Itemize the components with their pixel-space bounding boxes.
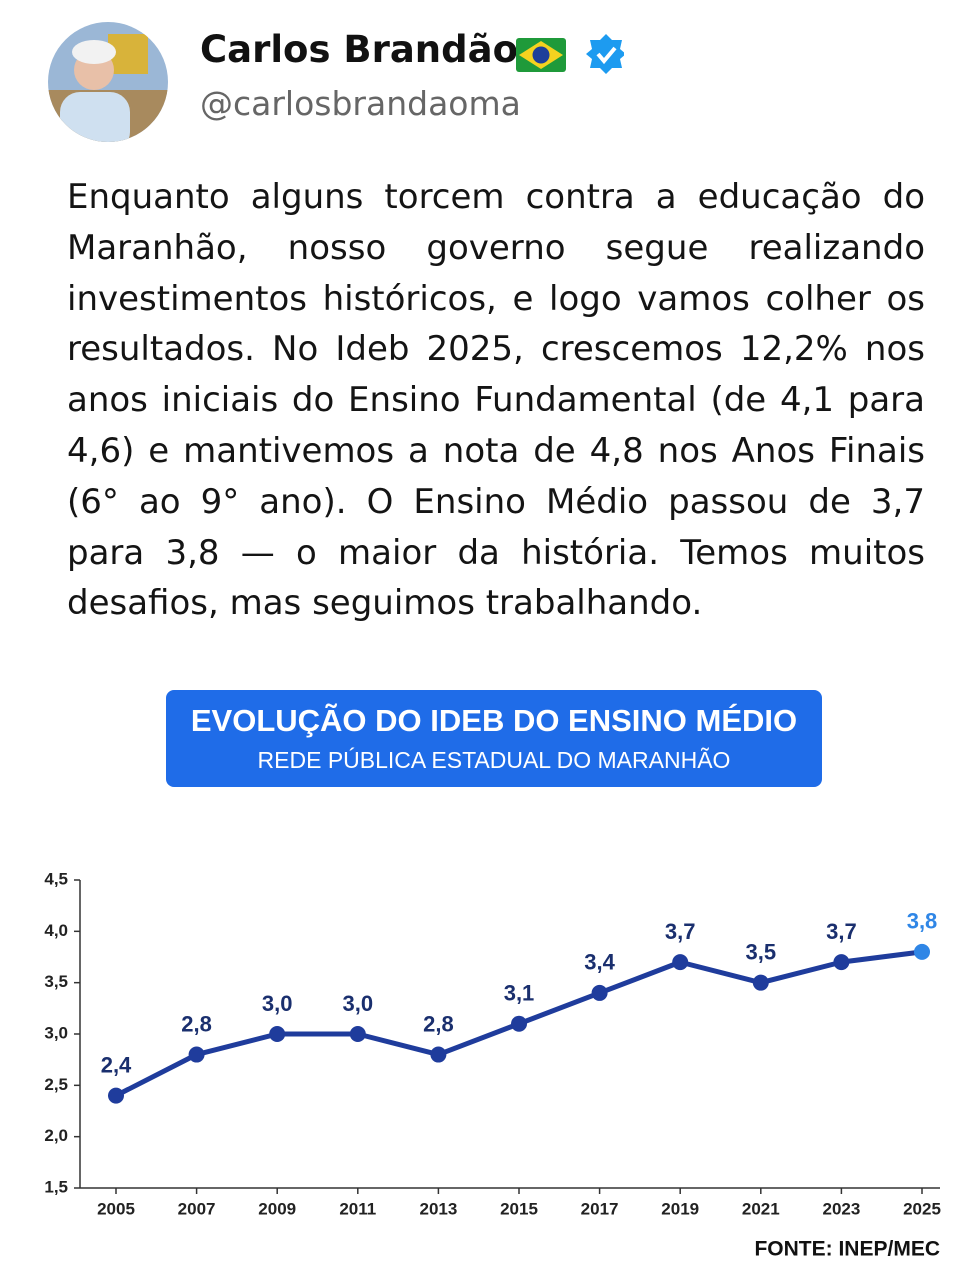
y-tick-label: 3,5 xyxy=(44,972,68,991)
point xyxy=(108,1087,124,1104)
value-label: 2,4 xyxy=(101,1052,132,1077)
x-tick-label: 2007 xyxy=(178,1199,216,1218)
y-tick-label: 4,5 xyxy=(44,869,68,888)
point xyxy=(672,954,689,971)
user-handle[interactable]: @carlosbrandaoma xyxy=(200,84,521,123)
user-name[interactable]: Carlos Brandão xyxy=(200,28,519,71)
chart-banner: EVOLUÇÃO DO IDEB DO ENSINO MÉDIO REDE PÚ… xyxy=(166,690,822,787)
point xyxy=(188,1046,205,1063)
tweet-text: Enquanto alguns torcem contra a educação… xyxy=(67,177,925,624)
x-tick-label: 2021 xyxy=(742,1199,780,1218)
x-tick-label: 2011 xyxy=(339,1199,376,1218)
value-label: 3,7 xyxy=(665,919,696,944)
avatar[interactable] xyxy=(46,20,176,150)
point xyxy=(833,954,850,971)
point xyxy=(591,984,608,1001)
point xyxy=(269,1026,286,1042)
y-tick-label: 4,0 xyxy=(44,921,68,940)
value-label: 3,8 xyxy=(907,909,938,934)
chart: FONTE: INEP/MEC 1,5 2,0 2,5 3,0 3,5 4,0 4,5 200… xyxy=(44,869,941,1261)
value-label: 3,5 xyxy=(746,939,777,964)
x-tick-label: 2019 xyxy=(661,1199,699,1218)
point xyxy=(511,1015,527,1032)
x-tick-label: 2023 xyxy=(822,1199,860,1218)
badges xyxy=(516,34,624,74)
value-label: 3,0 xyxy=(262,991,293,1016)
value-label: 3,7 xyxy=(826,919,857,944)
x-tick-label: 2025 xyxy=(903,1199,941,1218)
chart-subtitle: REDE PÚBLICA ESTADUAL DO MARANHÃO xyxy=(257,747,731,773)
x-tick-label: 2009 xyxy=(258,1199,296,1218)
point xyxy=(349,1026,366,1042)
point xyxy=(752,974,769,991)
x-tick-label: 2013 xyxy=(419,1199,457,1218)
y-tick-label: 2,0 xyxy=(44,1126,68,1145)
y-tick-label: 1,5 xyxy=(44,1177,68,1196)
value-label: 2,8 xyxy=(423,1011,454,1036)
chart-title: EVOLUÇÃO DO IDEB DO ENSINO MÉDIO xyxy=(190,703,798,738)
value-label: 3,0 xyxy=(343,991,374,1016)
x-tick-label: 2005 xyxy=(97,1199,135,1218)
x-tick-label: 2017 xyxy=(581,1199,619,1218)
y-tick-label: 2,5 xyxy=(44,1075,68,1094)
value-label: 3,4 xyxy=(584,950,615,975)
value-label: 3,1 xyxy=(504,981,535,1006)
value-label: 2,8 xyxy=(181,1011,212,1036)
y-tick-label: 3,0 xyxy=(44,1023,68,1042)
chart-source: FONTE: INEP/MEC xyxy=(754,1238,940,1261)
point xyxy=(430,1046,447,1063)
point xyxy=(914,943,930,960)
x-tick-label: 2015 xyxy=(500,1199,538,1218)
